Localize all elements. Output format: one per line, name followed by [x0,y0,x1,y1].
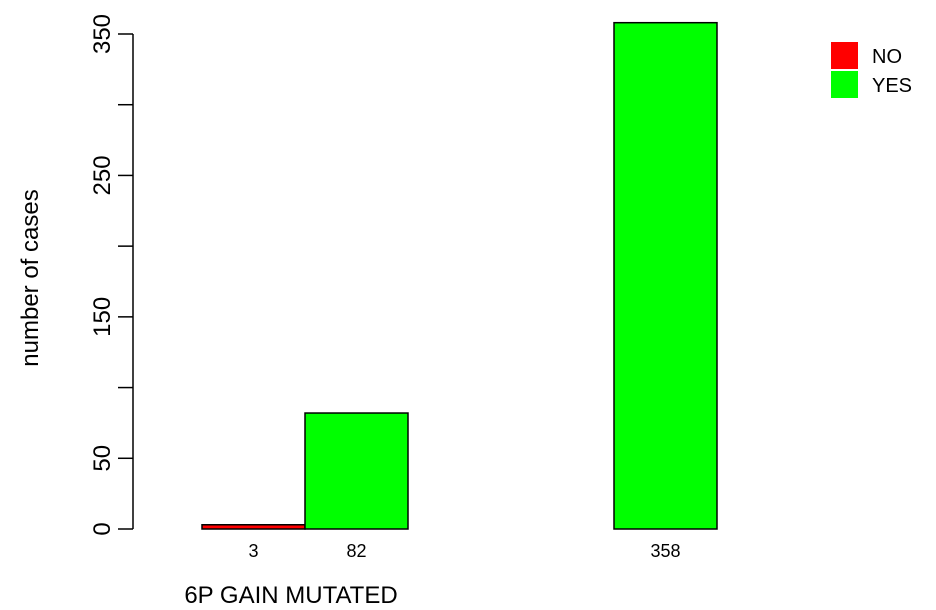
bar-yes-0 [304,412,409,530]
x-axis-label: 6P GAIN MUTATED [184,582,397,609]
legend: NO YES [831,42,912,98]
bar-yes-1 [613,21,718,530]
legend-label-yes: YES [872,75,912,97]
legend-label-no: NO [872,46,902,68]
y-tick-label: 150 [89,297,116,337]
y-tick-label: 250 [89,155,116,195]
legend-swatch-yes [831,71,858,98]
bar-value-label: 3 [248,541,258,561]
y-tick-label: 350 [89,14,116,54]
bar-no-0 [201,524,306,530]
y-tick-label: 0 [89,522,116,535]
y-axis-label: number of cases [17,189,44,366]
y-tick-label: 50 [89,445,116,472]
y-axis: 0 50 150 250 350 [89,14,134,536]
bar-area [201,21,718,530]
legend-swatch-no [831,42,858,69]
bar-value-label: 358 [650,541,680,561]
bar-value-labels: 3 82 358 [248,541,680,561]
bar-value-label: 82 [346,541,366,561]
